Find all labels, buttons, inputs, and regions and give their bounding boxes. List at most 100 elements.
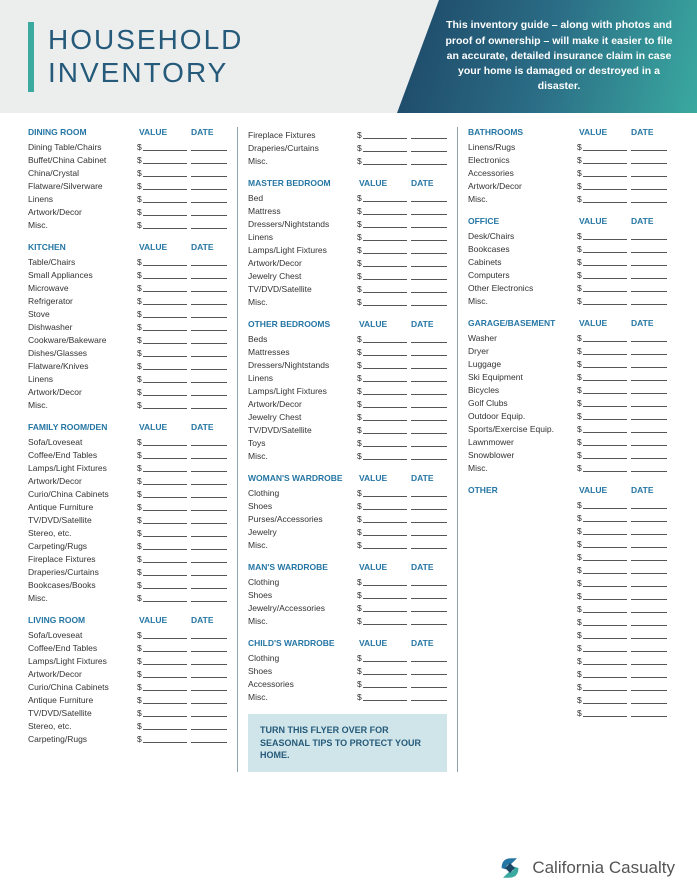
date-field[interactable] bbox=[191, 408, 227, 410]
value-field[interactable]: $ bbox=[137, 194, 187, 204]
date-field[interactable] bbox=[191, 215, 227, 217]
value-field[interactable]: $ bbox=[137, 502, 187, 512]
value-field[interactable]: $ bbox=[357, 386, 407, 396]
date-field[interactable] bbox=[411, 381, 447, 383]
date-field[interactable] bbox=[191, 228, 227, 230]
value-field[interactable]: $ bbox=[357, 156, 407, 166]
date-field[interactable] bbox=[411, 151, 447, 153]
value-field[interactable]: $ bbox=[577, 296, 627, 306]
value-field[interactable]: $ bbox=[137, 387, 187, 397]
date-field[interactable] bbox=[191, 330, 227, 332]
value-field[interactable]: $ bbox=[577, 270, 627, 280]
date-field[interactable] bbox=[411, 661, 447, 663]
date-field[interactable] bbox=[191, 484, 227, 486]
date-field[interactable] bbox=[411, 201, 447, 203]
value-field[interactable]: $ bbox=[577, 630, 627, 640]
date-field[interactable] bbox=[631, 176, 667, 178]
value-field[interactable]: $ bbox=[357, 284, 407, 294]
date-field[interactable] bbox=[191, 601, 227, 603]
date-field[interactable] bbox=[411, 292, 447, 294]
value-field[interactable]: $ bbox=[137, 721, 187, 731]
value-field[interactable]: $ bbox=[357, 347, 407, 357]
value-field[interactable]: $ bbox=[357, 206, 407, 216]
date-field[interactable] bbox=[411, 266, 447, 268]
date-field[interactable] bbox=[191, 562, 227, 564]
value-field[interactable]: $ bbox=[577, 359, 627, 369]
value-field[interactable]: $ bbox=[357, 616, 407, 626]
value-field[interactable]: $ bbox=[137, 257, 187, 267]
date-field[interactable] bbox=[631, 521, 667, 523]
value-field[interactable]: $ bbox=[137, 656, 187, 666]
date-field[interactable] bbox=[191, 395, 227, 397]
date-field[interactable] bbox=[191, 458, 227, 460]
date-field[interactable] bbox=[631, 677, 667, 679]
date-field[interactable] bbox=[631, 406, 667, 408]
value-field[interactable]: $ bbox=[577, 450, 627, 460]
date-field[interactable] bbox=[411, 279, 447, 281]
value-field[interactable]: $ bbox=[137, 708, 187, 718]
value-field[interactable]: $ bbox=[357, 143, 407, 153]
date-field[interactable] bbox=[411, 700, 447, 702]
date-field[interactable] bbox=[631, 432, 667, 434]
value-field[interactable]: $ bbox=[577, 181, 627, 191]
date-field[interactable] bbox=[631, 625, 667, 627]
date-field[interactable] bbox=[191, 189, 227, 191]
date-field[interactable] bbox=[191, 343, 227, 345]
value-field[interactable]: $ bbox=[577, 463, 627, 473]
value-field[interactable]: $ bbox=[137, 450, 187, 460]
value-field[interactable]: $ bbox=[137, 669, 187, 679]
date-field[interactable] bbox=[411, 227, 447, 229]
date-field[interactable] bbox=[191, 150, 227, 152]
value-field[interactable]: $ bbox=[137, 322, 187, 332]
date-field[interactable] bbox=[411, 420, 447, 422]
date-field[interactable] bbox=[191, 742, 227, 744]
value-field[interactable]: $ bbox=[357, 130, 407, 140]
date-field[interactable] bbox=[191, 536, 227, 538]
value-field[interactable]: $ bbox=[577, 155, 627, 165]
date-field[interactable] bbox=[411, 433, 447, 435]
date-field[interactable] bbox=[191, 523, 227, 525]
value-field[interactable]: $ bbox=[577, 643, 627, 653]
date-field[interactable] bbox=[411, 459, 447, 461]
value-field[interactable]: $ bbox=[137, 296, 187, 306]
date-field[interactable] bbox=[631, 599, 667, 601]
date-field[interactable] bbox=[631, 508, 667, 510]
value-field[interactable]: $ bbox=[137, 554, 187, 564]
value-field[interactable]: $ bbox=[357, 577, 407, 587]
value-field[interactable]: $ bbox=[137, 220, 187, 230]
value-field[interactable]: $ bbox=[137, 630, 187, 640]
date-field[interactable] bbox=[191, 471, 227, 473]
date-field[interactable] bbox=[191, 317, 227, 319]
date-field[interactable] bbox=[631, 703, 667, 705]
date-field[interactable] bbox=[631, 341, 667, 343]
date-field[interactable] bbox=[411, 611, 447, 613]
value-field[interactable]: $ bbox=[357, 219, 407, 229]
date-field[interactable] bbox=[631, 612, 667, 614]
value-field[interactable]: $ bbox=[577, 142, 627, 152]
value-field[interactable]: $ bbox=[137, 361, 187, 371]
date-field[interactable] bbox=[631, 278, 667, 280]
value-field[interactable]: $ bbox=[137, 181, 187, 191]
date-field[interactable] bbox=[411, 394, 447, 396]
date-field[interactable] bbox=[631, 304, 667, 306]
value-field[interactable]: $ bbox=[137, 643, 187, 653]
value-field[interactable]: $ bbox=[357, 488, 407, 498]
value-field[interactable]: $ bbox=[577, 283, 627, 293]
date-field[interactable] bbox=[631, 265, 667, 267]
value-field[interactable]: $ bbox=[577, 168, 627, 178]
value-field[interactable]: $ bbox=[577, 578, 627, 588]
value-field[interactable]: $ bbox=[357, 603, 407, 613]
value-field[interactable]: $ bbox=[137, 541, 187, 551]
value-field[interactable]: $ bbox=[577, 604, 627, 614]
date-field[interactable] bbox=[631, 189, 667, 191]
date-field[interactable] bbox=[191, 729, 227, 731]
date-field[interactable] bbox=[191, 176, 227, 178]
value-field[interactable]: $ bbox=[357, 193, 407, 203]
value-field[interactable]: $ bbox=[137, 348, 187, 358]
date-field[interactable] bbox=[411, 305, 447, 307]
value-field[interactable]: $ bbox=[137, 528, 187, 538]
date-field[interactable] bbox=[631, 163, 667, 165]
value-field[interactable]: $ bbox=[577, 656, 627, 666]
date-field[interactable] bbox=[191, 690, 227, 692]
value-field[interactable]: $ bbox=[577, 385, 627, 395]
